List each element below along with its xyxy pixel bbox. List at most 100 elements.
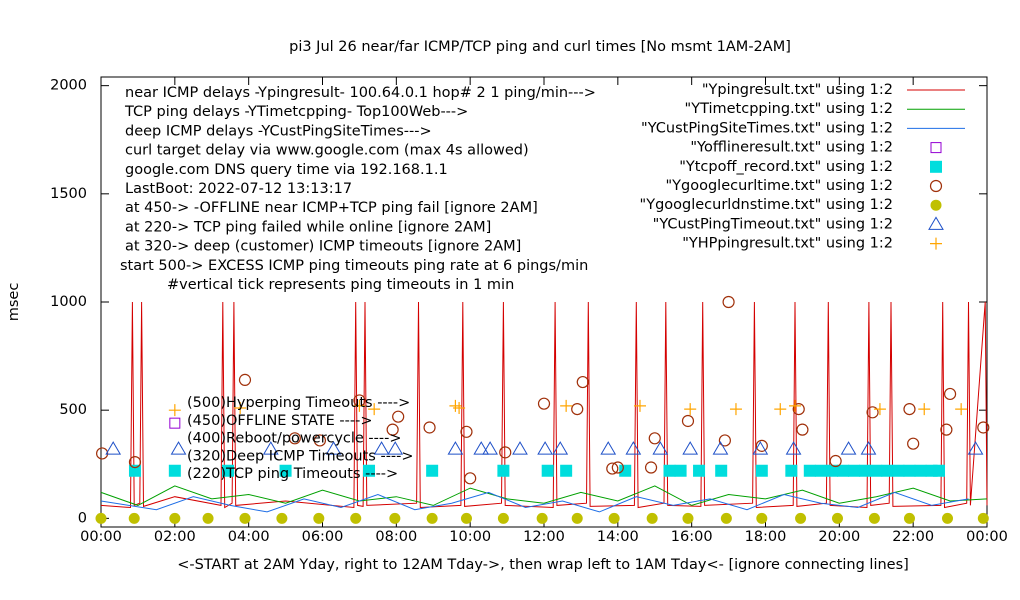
data-point: [831, 512, 843, 524]
data-point: [221, 464, 234, 477]
data-point: [977, 421, 990, 434]
data-point: [460, 512, 472, 524]
data-point: [499, 446, 512, 459]
data-point: [712, 441, 729, 455]
data-point: [313, 512, 325, 524]
y-axis-label: msec: [6, 283, 22, 322]
annotation: #vertical tick represents ping timeouts …: [167, 277, 514, 293]
data-point: [482, 441, 498, 455]
data-point: [977, 512, 989, 524]
data-point: [860, 441, 877, 455]
x-tick-label: 08:00: [375, 529, 417, 545]
x-tick-label: 06:00: [302, 529, 344, 545]
data-point: [829, 454, 842, 468]
annotation: start 500-> EXCESS ICMP ping timeouts pi…: [120, 258, 588, 274]
data-point: [571, 512, 583, 524]
data-point: [560, 464, 573, 477]
data-point: [611, 461, 624, 474]
legend-swatch: [928, 216, 944, 230]
data-point: [95, 512, 107, 524]
data-point: [426, 512, 438, 524]
data-point: [814, 464, 827, 477]
data-point: [571, 402, 584, 416]
inner-label: (500)Hyperping Timeouts ---->: [187, 395, 410, 411]
data-point: [386, 423, 399, 436]
series-line: [100, 491, 969, 513]
data-point: [276, 512, 288, 524]
legend-label: "Yofflineresult.txt" using 1:2: [690, 140, 893, 156]
annotation: near ICMP delays -Ypingresult- 100.64.0.…: [125, 85, 596, 101]
data-point: [537, 397, 551, 410]
data-point: [903, 464, 916, 477]
data-point: [96, 447, 109, 460]
data-point: [497, 464, 510, 477]
data-point: [729, 403, 742, 416]
x-tick-label: 00:00: [966, 529, 1008, 545]
data-point: [536, 512, 548, 524]
data-point: [128, 455, 142, 469]
data-point: [169, 512, 181, 524]
data-point: [392, 410, 405, 423]
data-point: [674, 464, 687, 477]
y-tick-label: 500: [59, 402, 87, 418]
data-point: [625, 441, 642, 455]
data-point: [752, 441, 769, 455]
data-point: [941, 512, 953, 524]
data-point: [128, 512, 140, 524]
legend-label: "Ygooglecurldnstime.txt" using 1:2: [640, 197, 893, 213]
data-point: [619, 464, 632, 477]
data-point: [387, 441, 404, 455]
data-point: [859, 464, 872, 477]
data-point: [353, 399, 366, 412]
data-point: [903, 512, 915, 524]
data-point: [288, 432, 301, 445]
data-point: [473, 441, 490, 455]
data-point: [881, 464, 894, 477]
inner-label: (320)Deep ICMP Timeouts ---->: [187, 448, 414, 464]
y-tick-label: 1000: [50, 294, 87, 310]
legend-label: "YCustPingSiteTimes.txt" using 1:2: [641, 120, 893, 136]
data-point: [892, 464, 905, 477]
data-point: [789, 399, 802, 412]
annotation: LastBoot: 2022-07-12 13:13:17: [125, 181, 352, 197]
data-point: [803, 464, 816, 477]
data-point: [755, 439, 768, 452]
data-point: [943, 387, 957, 401]
data-point: [785, 464, 798, 477]
data-point: [325, 441, 342, 455]
annotation: TCP ping delays -YTimetcpping- Top100Web…: [124, 104, 468, 120]
x-tick-label: 10:00: [449, 529, 491, 545]
data-point: [644, 461, 658, 474]
legend-label: "YHPpingresult.txt" using 1:2: [682, 236, 893, 252]
data-point: [914, 464, 927, 477]
legend-swatch: [929, 179, 943, 193]
data-point: [681, 414, 695, 428]
x-tick-label: 22:00: [892, 529, 934, 545]
data-point: [933, 464, 946, 477]
data-point: [606, 462, 619, 475]
data-point: [682, 441, 699, 455]
data-point: [663, 464, 676, 477]
data-point: [795, 512, 807, 524]
annotation: at 450-> -OFFLINE near ICMP+TCP ping fai…: [125, 200, 538, 216]
data-point: [313, 434, 327, 447]
x-tick-label: 04:00: [228, 529, 270, 545]
legend-swatch: [930, 237, 942, 250]
data-point: [464, 472, 477, 485]
data-point: [512, 441, 528, 455]
x-tick-label: 12:00: [523, 529, 565, 545]
data-point: [279, 464, 292, 477]
x-tick-label: 18:00: [745, 529, 787, 545]
legend-label: "Ygooglecurltime.txt" using 1:2: [666, 178, 894, 194]
data-point: [837, 464, 850, 477]
data-point: [792, 402, 805, 416]
legend-swatch: [930, 142, 942, 154]
data-point: [848, 464, 861, 477]
inner-label: (400)Reboot/powercycle ---->: [187, 431, 402, 447]
data-point: [497, 512, 509, 524]
data-point: [426, 464, 439, 477]
data-point: [693, 464, 706, 477]
data-point: [967, 441, 984, 455]
